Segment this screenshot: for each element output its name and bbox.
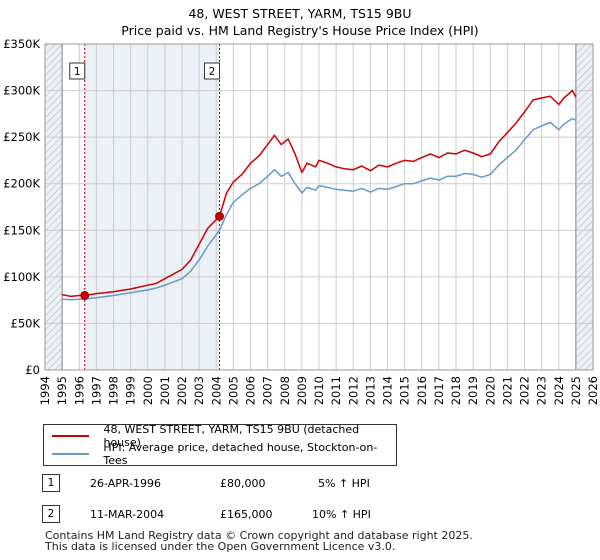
x-tick-label: 2013	[363, 376, 377, 405]
x-tick-label: 2019	[466, 376, 480, 405]
sale-point	[215, 211, 225, 221]
plot-frame	[44, 43, 594, 371]
legend-item-hpi: HPI: Average price, detached house, Stoc…	[52, 441, 396, 467]
x-tick-label: 2006	[244, 376, 258, 405]
x-tick-label: 2004	[209, 376, 223, 405]
x-tick-label: 2018	[449, 376, 463, 405]
x-tick-label: 2025	[569, 376, 583, 405]
sale-badge: 2	[42, 505, 60, 523]
x-tick-label: 2000	[141, 376, 155, 405]
sale-marker-label: 1	[74, 66, 81, 78]
legend-label-hpi: HPI: Average price, detached house, Stoc…	[103, 441, 378, 467]
x-tick-label: 1996	[72, 376, 86, 405]
sale-hpi-note: 5% ↑ HPI	[318, 477, 370, 490]
x-tick-label: 2003	[192, 376, 206, 405]
x-tick-label: 2007	[261, 376, 275, 405]
x-tick-label: 2021	[500, 376, 514, 405]
x-tick-label: 2005	[226, 376, 240, 405]
x-tick-label: 1994	[38, 376, 52, 405]
x-tick-label: 2008	[278, 376, 292, 405]
x-tick-label: 2009	[295, 376, 309, 405]
y-tick-label: £100K	[3, 270, 40, 284]
legend-label-property: 48, WEST STREET, YARM, TS15 9BU (detache…	[103, 423, 360, 449]
shaded-region	[84, 44, 220, 370]
x-tick-label: 2017	[432, 376, 446, 405]
footer-line-2: This data is licensed under the Open Gov…	[45, 540, 396, 553]
chart-subtitle: Price paid vs. HM Land Registry's House …	[121, 23, 479, 38]
footer-line-1: Contains HM Land Registry data © Crown c…	[45, 529, 473, 542]
hatched-region-start	[45, 44, 63, 370]
x-tick-label: 2020	[483, 376, 497, 405]
x-tick-label: 2016	[415, 376, 429, 405]
x-tick-label: 1995	[55, 376, 69, 405]
legend-swatch-hpi	[52, 453, 90, 455]
sale-price: £80,000	[220, 477, 266, 490]
x-tick-label: 1999	[124, 376, 138, 405]
x-tick-label: 2012	[346, 376, 360, 405]
chart-legend: 48, WEST STREET, YARM, TS15 9BU (detache…	[43, 423, 397, 467]
y-tick-label: £250K	[3, 130, 40, 144]
x-tick-label: 2024	[552, 376, 566, 405]
x-tick-label: 2022	[518, 376, 532, 405]
sale-hpi-note: 10% ↑ HPI	[312, 508, 371, 521]
y-tick-label: £150K	[3, 223, 40, 237]
x-tick-label: 2002	[175, 376, 189, 405]
x-tick-label: 2010	[312, 376, 326, 405]
sale-point	[80, 290, 90, 300]
sale-date: 26-APR-1996	[90, 477, 162, 490]
sale-marker-badge	[204, 62, 221, 80]
y-tick-label: £200K	[3, 177, 40, 191]
legend-item-property: 48, WEST STREET, YARM, TS15 9BU (detache…	[52, 423, 396, 449]
x-tick-label: 2023	[535, 376, 549, 405]
series-line	[61, 89, 577, 298]
y-tick-label: £50K	[11, 316, 41, 330]
y-tick-label: £300K	[3, 84, 40, 98]
x-tick-label: 2026	[586, 376, 600, 405]
sale-price: £165,000	[220, 508, 273, 521]
price-chart: £0 £50K £100K £150K £200K £250K £300K £350K 1994…	[3, 37, 600, 405]
sale-badge: 1	[42, 474, 60, 492]
sale-marker-badge	[69, 62, 86, 80]
x-tick-label: 2015	[398, 376, 412, 405]
x-tick-label: 2011	[329, 376, 343, 405]
sale-marker-label: 2	[209, 66, 216, 78]
hatched-region-end	[575, 44, 593, 370]
y-tick-label: £350K	[3, 37, 40, 51]
series-line	[62, 117, 577, 301]
x-tick-label: 2001	[158, 376, 172, 405]
x-tick-label: 1997	[89, 376, 103, 405]
x-tick-label: 1998	[107, 376, 121, 405]
footer-credits: Contains HM Land Registry data © Crown c…	[45, 530, 473, 552]
x-tick-label: 2014	[381, 376, 395, 405]
legend-swatch-property	[52, 435, 90, 437]
chart-title: 48, WEST STREET, YARM, TS15 9BU	[188, 6, 412, 21]
sale-date: 11-MAR-2004	[90, 508, 165, 521]
y-tick-label: £0	[25, 363, 40, 377]
